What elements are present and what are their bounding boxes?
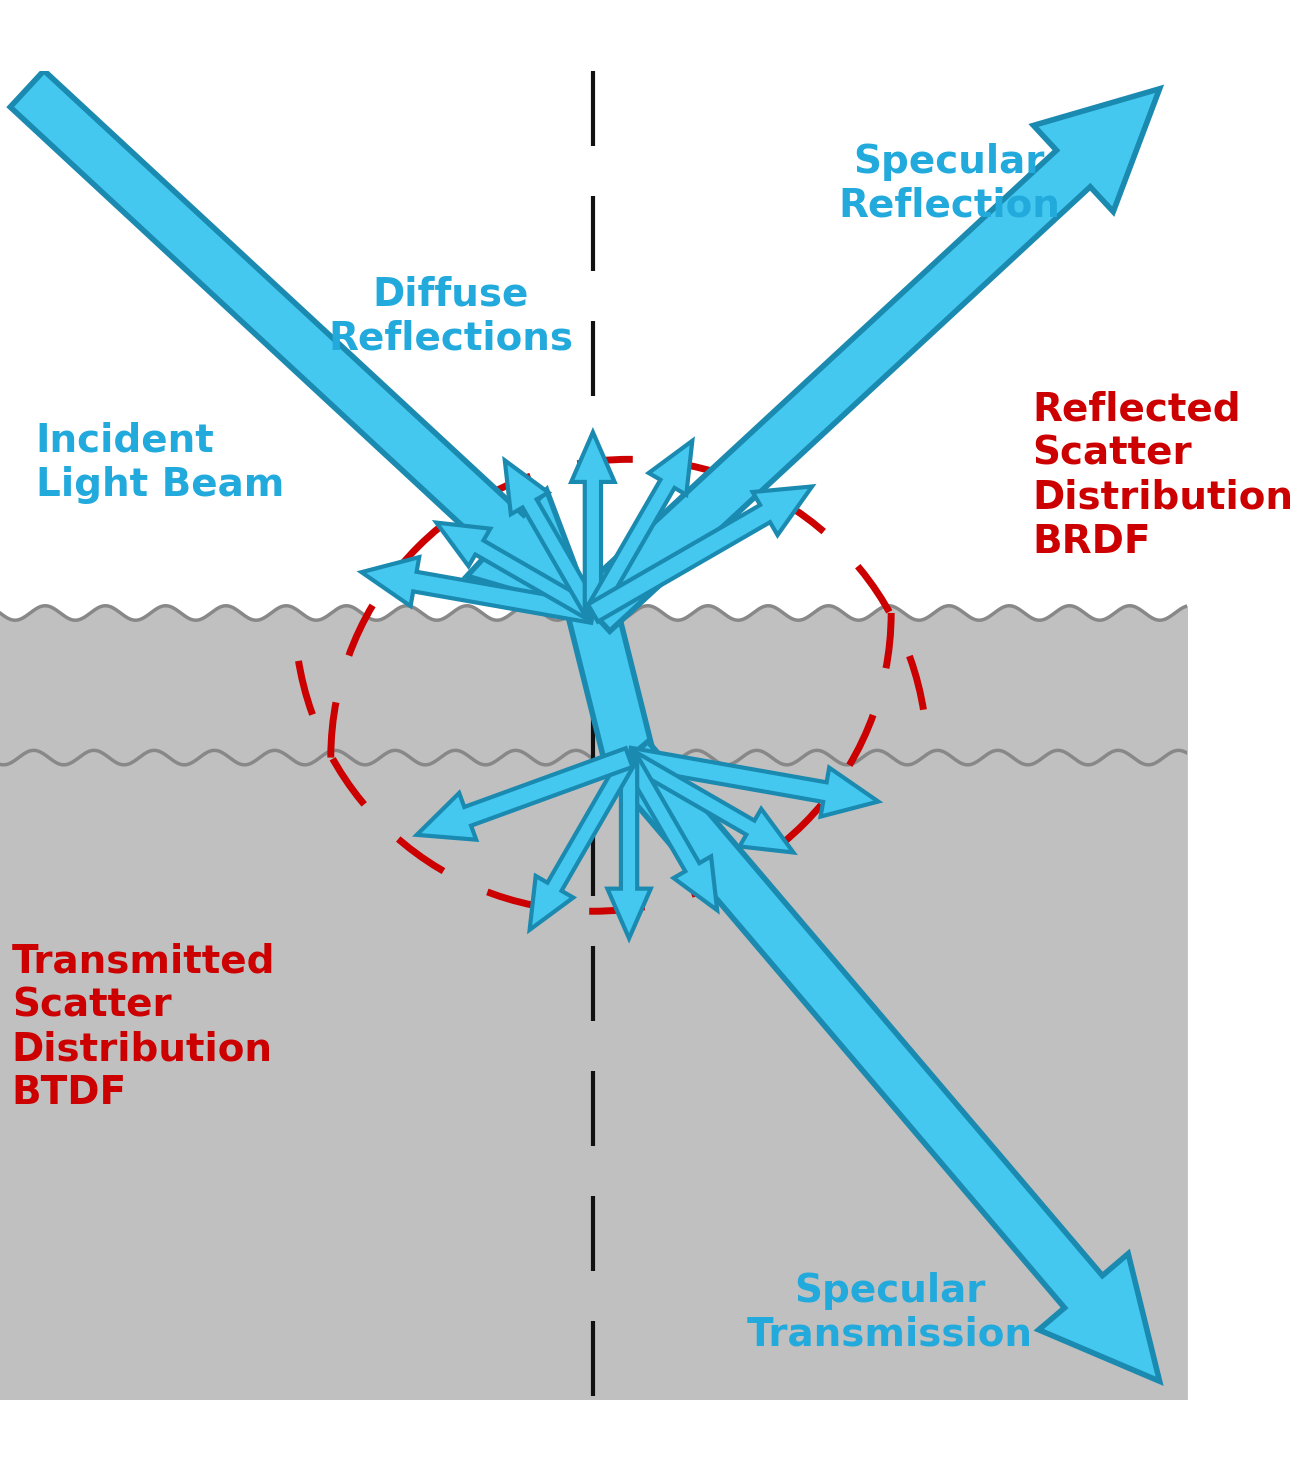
Text: Specular
Reflection: Specular Reflection: [839, 143, 1061, 225]
Polygon shape: [569, 607, 653, 763]
Polygon shape: [436, 523, 597, 620]
Polygon shape: [586, 441, 692, 617]
Text: Incident
Light Beam: Incident Light Beam: [35, 422, 284, 504]
Polygon shape: [504, 460, 600, 617]
Text: Transmitted
Scatter
Distribution
BTDF: Transmitted Scatter Distribution BTDF: [12, 942, 276, 1113]
Text: Diffuse
Reflections: Diffuse Reflections: [328, 275, 574, 357]
Polygon shape: [625, 751, 793, 853]
Polygon shape: [361, 557, 595, 623]
Text: Specular
Transmission: Specular Transmission: [747, 1272, 1033, 1354]
Polygon shape: [576, 88, 1159, 631]
Polygon shape: [628, 748, 878, 817]
Polygon shape: [529, 754, 635, 931]
Polygon shape: [611, 741, 1159, 1382]
Polygon shape: [571, 432, 614, 613]
Polygon shape: [608, 757, 651, 938]
Polygon shape: [588, 487, 811, 622]
Polygon shape: [622, 754, 717, 910]
Text: Reflected
Scatter
Distribution
BRDF: Reflected Scatter Distribution BRDF: [1032, 391, 1293, 562]
Polygon shape: [11, 71, 593, 613]
Polygon shape: [416, 748, 633, 839]
